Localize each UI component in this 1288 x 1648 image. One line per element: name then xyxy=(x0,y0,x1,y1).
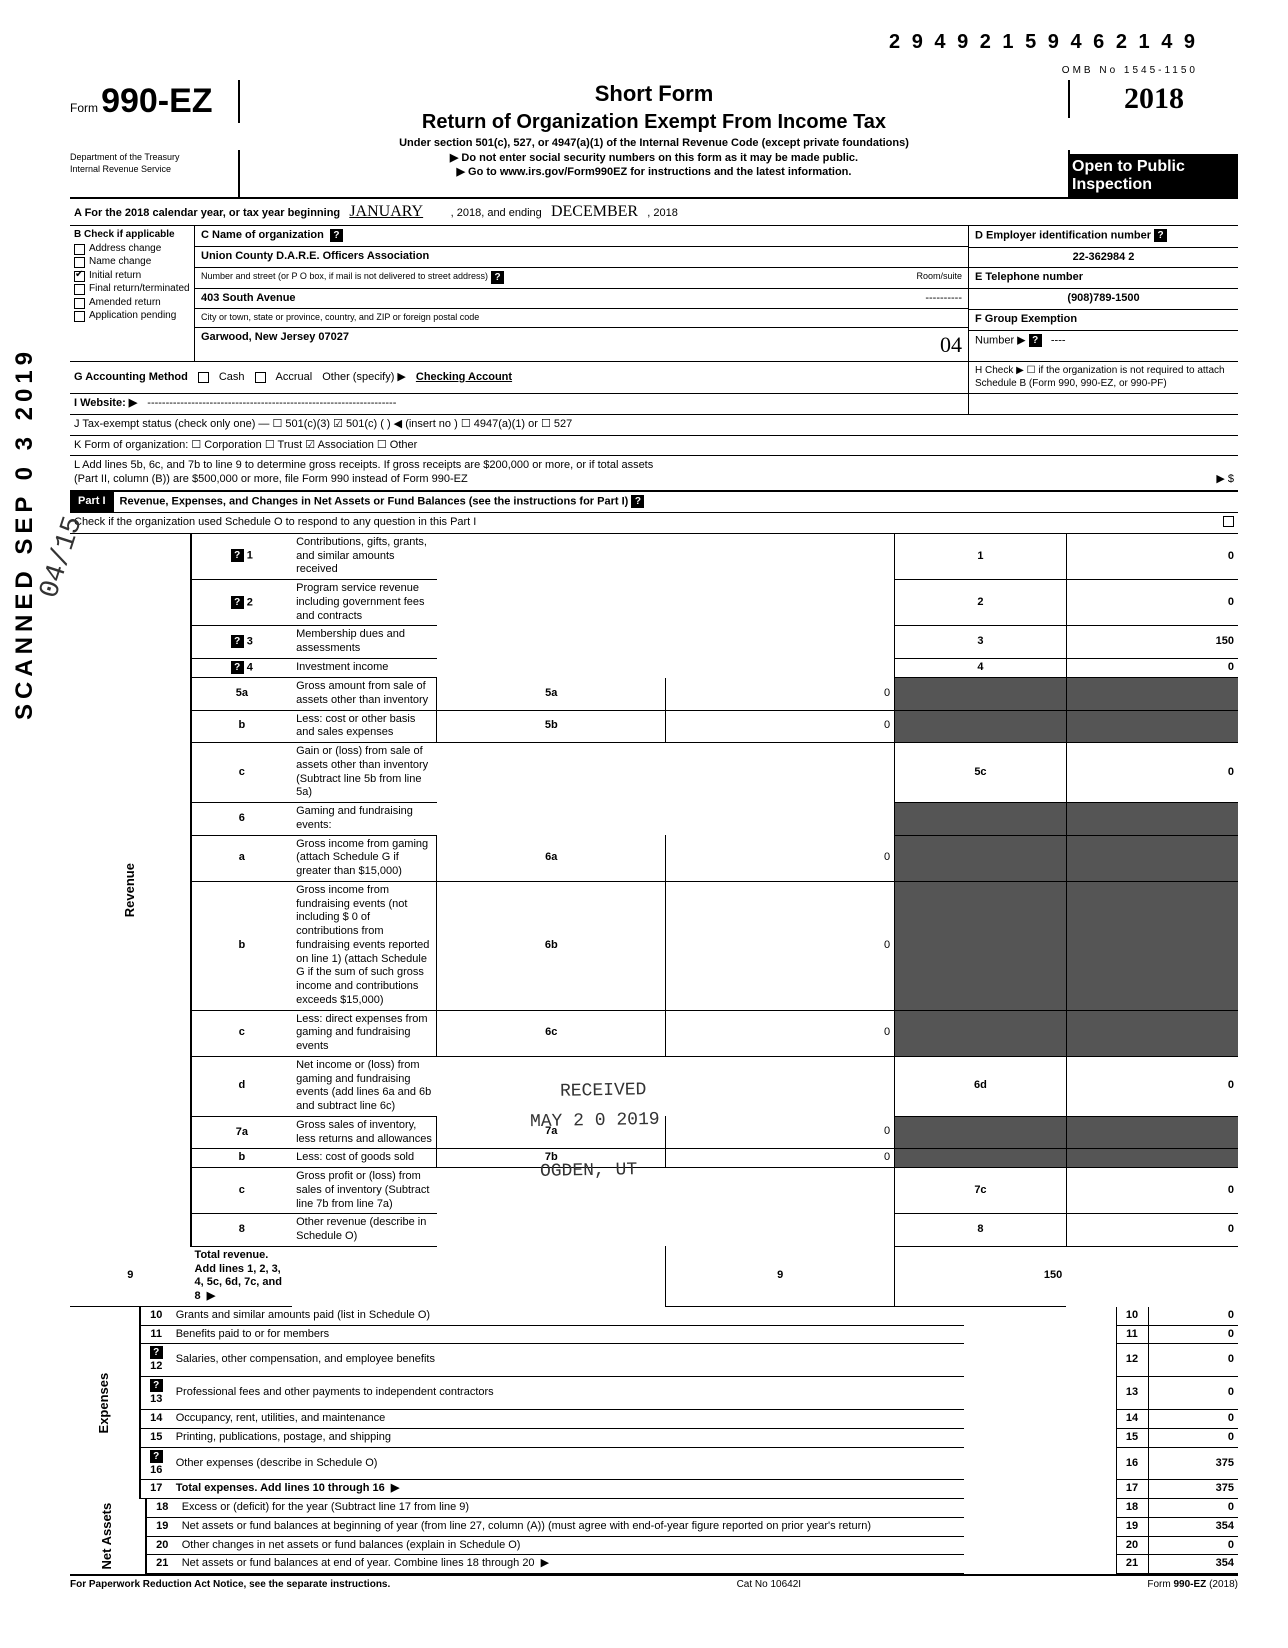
line-c: cGain or (loss) from sale of assets othe… xyxy=(70,743,1238,803)
line-1: ? 1Contributions, gifts, grants, and sim… xyxy=(70,534,1238,580)
line-15: 15Printing, publications, postage, and s… xyxy=(70,1428,1238,1447)
checkbox-name-change[interactable]: Name change xyxy=(74,256,190,269)
line-c: cLess: direct expenses from gaming and f… xyxy=(70,1010,1238,1056)
line-14: 14Occupancy, rent, utilities, and mainte… xyxy=(70,1410,1238,1429)
checkbox-address-change[interactable]: Address change xyxy=(74,243,190,256)
line-13: ? 13Professional fees and other payments… xyxy=(70,1377,1238,1410)
line-a: A For the 2018 calendar year, or tax yea… xyxy=(70,199,1238,226)
col-de: D Employer identification number ? 22-36… xyxy=(968,226,1238,361)
line-10: 10Grants and similar amounts paid (list … xyxy=(70,1307,1238,1325)
line-20: 20Other changes in net assets or fund ba… xyxy=(70,1536,1238,1555)
checkbox-application-pending[interactable]: Application pending xyxy=(74,310,190,323)
checkbox-amended-return[interactable]: Amended return xyxy=(74,297,190,310)
year-cell: 20201818 xyxy=(1068,80,1238,118)
line-a: aGross income from gaming (attach Schedu… xyxy=(70,835,1238,881)
line-4: ? 4Investment income40 xyxy=(70,658,1238,677)
line-h2 xyxy=(968,394,1238,414)
checkbox-final-return-terminated[interactable]: Final return/terminated xyxy=(74,283,190,296)
title-block: Short Form Return of Organization Exempt… xyxy=(248,80,1060,150)
line-l: L Add lines 5b, 6c, and 7b to line 9 to … xyxy=(70,456,1238,490)
line-9: 9Total revenue. Add lines 1, 2, 3, 4, 5c… xyxy=(70,1246,1238,1306)
form-number-cell: Form 990-EZ xyxy=(70,80,240,123)
scanned-stamp: SCANNED SEP 0 3 2019 xyxy=(10,347,40,720)
line-18: 18Excess or (deficit) for the year (Subt… xyxy=(70,1499,1238,1517)
line-2: ? 2Program service revenue including gov… xyxy=(70,580,1238,626)
checkbox-initial-return[interactable]: Initial return xyxy=(74,270,190,283)
line-d: dNet income or (loss) from gaming and fu… xyxy=(70,1056,1238,1116)
line-19: 19Net assets or fund balances at beginni… xyxy=(70,1517,1238,1536)
dept-cell: Department of the Treasury Internal Reve… xyxy=(70,150,240,197)
line-17: 17Total expenses. Add lines 10 through 1… xyxy=(70,1480,1238,1499)
line-11: 11Benefits paid to or for members110 xyxy=(70,1325,1238,1344)
line-8: 8Other revenue (describe in Schedule O)8… xyxy=(70,1214,1238,1247)
line-b: bLess: cost of goods sold7b0 xyxy=(70,1149,1238,1168)
line-21: 21Net assets or fund balances at end of … xyxy=(70,1555,1238,1574)
col-b-checkboxes: B Check if applicable Address changeName… xyxy=(70,226,195,361)
part1-sub: Check if the organization used Schedule … xyxy=(70,513,1238,534)
line-7a: 7aGross sales of inventory, less returns… xyxy=(70,1116,1238,1149)
line-h: H Check ▶ ☐ if the organization is not r… xyxy=(968,362,1238,393)
netassets-table: Net Assets 18Excess or (deficit) for the… xyxy=(70,1499,1238,1574)
col-c: C Name of organization ? Union County D.… xyxy=(195,226,968,361)
line-i: I Website: ▶----------------------------… xyxy=(70,394,968,414)
line-k: K Form of organization: ☐ Corporation ☐ … xyxy=(70,436,1238,457)
open-public-cell: Open to Public Inspection xyxy=(1068,150,1238,197)
instructions-cell: Do not enter social security numbers on … xyxy=(240,150,1068,197)
line-c: cGross profit or (loss) from sales of in… xyxy=(70,1168,1238,1214)
line-5a: 5aGross amount from sale of assets other… xyxy=(70,678,1238,711)
expenses-table: Expenses 10Grants and similar amounts pa… xyxy=(70,1307,1238,1499)
line-3: ? 3Membership dues and assessments3150 xyxy=(70,626,1238,659)
line-16: ? 16Other expenses (describe in Schedule… xyxy=(70,1447,1238,1480)
line-j: J Tax-exempt status (check only one) — ☐… xyxy=(70,415,1238,436)
page-header-marks: 2 9 4 9 2 1 5 9 4 6 2 1 4 9 OMB No 1545-… xyxy=(70,30,1238,80)
line-12: ? 12Salaries, other compensation, and em… xyxy=(70,1344,1238,1377)
line-b: bLess: cost or other basis and sales exp… xyxy=(70,710,1238,743)
revenue-table: Revenue ? 1Contributions, gifts, grants,… xyxy=(70,534,1238,1307)
line-6: 6Gaming and fundraising events: xyxy=(70,803,1238,836)
line-g: G Accounting Method Cash Accrual Other (… xyxy=(70,362,968,393)
line-b: bGross income from fundraising events (n… xyxy=(70,881,1238,1010)
footer: For Paperwork Reduction Act Notice, see … xyxy=(70,1574,1238,1592)
part1-header: Part I Revenue, Expenses, and Changes in… xyxy=(70,490,1238,513)
